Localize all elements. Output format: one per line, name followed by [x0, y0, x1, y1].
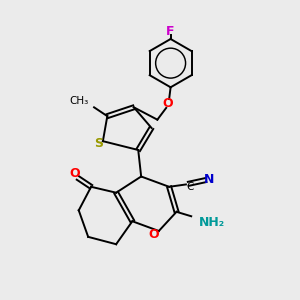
Text: F: F [167, 25, 175, 38]
Text: CH₃: CH₃ [69, 96, 88, 106]
Text: O: O [162, 97, 173, 110]
Text: S: S [94, 137, 103, 150]
Text: N: N [204, 173, 215, 186]
Text: NH₂: NH₂ [199, 216, 225, 229]
Text: C: C [186, 182, 194, 192]
Text: O: O [70, 167, 80, 180]
Text: O: O [148, 228, 159, 241]
